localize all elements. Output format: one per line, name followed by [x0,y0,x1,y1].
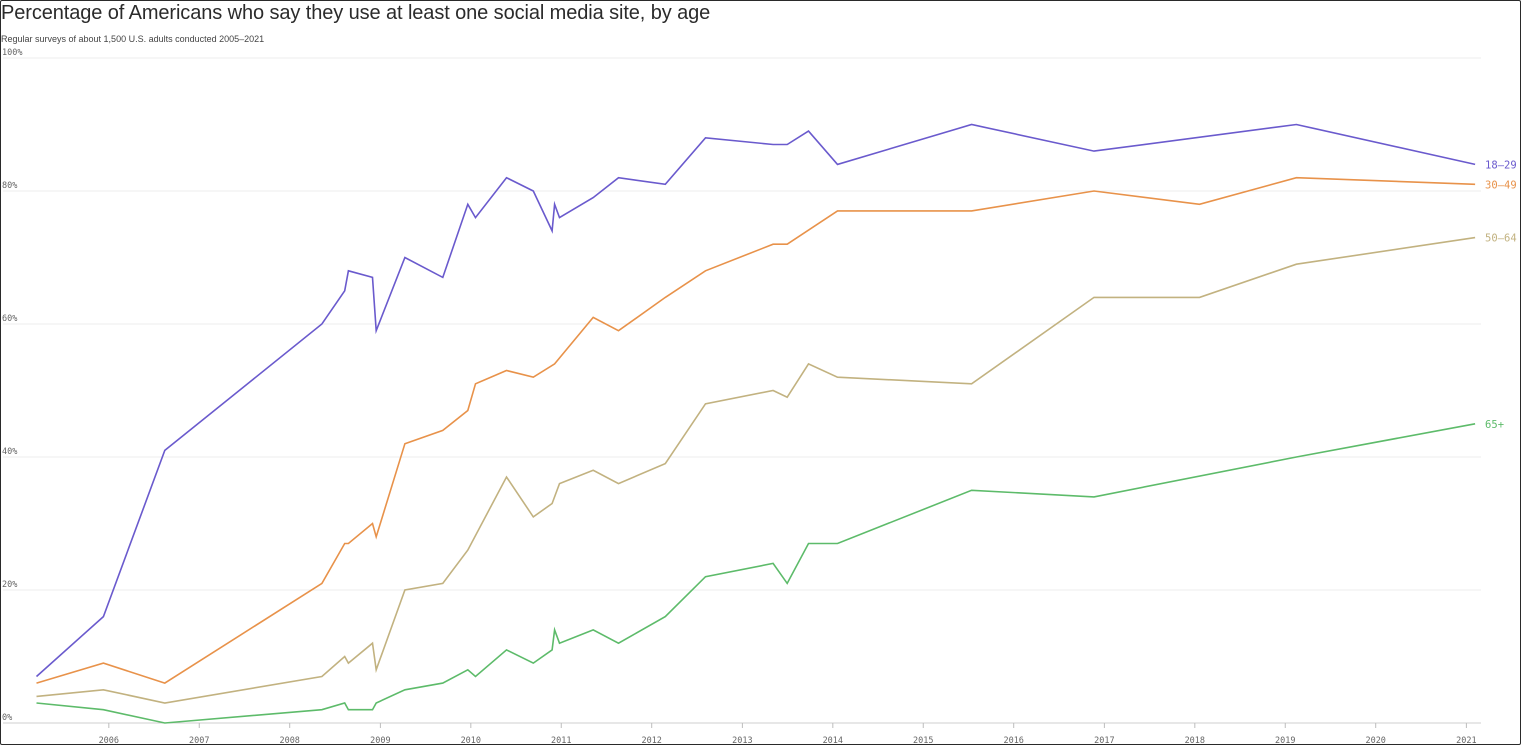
series-label: 65+ [1485,419,1504,431]
x-tick-label: 2010 [461,736,481,746]
x-tick-label: 2009 [370,736,390,746]
x-tick-label: 2017 [1094,736,1114,746]
x-tick-label: 2008 [279,736,299,746]
x-axis: 2006 2007 2008 2009 2010 2011 2012 2013 2014 2015… [99,723,1477,746]
series-labels: 18–29 30–49 50–64 65+ [1485,159,1517,430]
x-tick-label: 2014 [823,736,843,746]
x-tick-label: 2007 [189,736,209,746]
series-line [36,176,1476,684]
series-line [36,236,1476,704]
y-tick-label: 60% [2,314,17,324]
y-tick-label: 20% [2,580,17,590]
x-tick-label: 2018 [1185,736,1205,746]
x-tick-label: 2011 [551,736,571,746]
series-line [35,123,1476,678]
x-tick-label: 2019 [1275,736,1295,746]
series-label: 30–49 [1485,179,1517,191]
chart-subtitle: Regular surveys of about 1,500 U.S. adul… [1,34,265,44]
x-tick-label: 2015 [913,736,933,746]
x-tick-label: 2021 [1456,736,1476,746]
series-line [36,423,1476,724]
series-label: 50–64 [1485,233,1517,245]
x-tick-label: 2006 [99,736,119,746]
gridlines [3,57,1481,724]
y-tick-label: 100% [2,48,22,58]
x-tick-label: 2016 [1003,736,1023,746]
y-axis: 0% 20% 40% 60% 80% 100% [2,48,22,723]
y-tick-label: 0% [2,713,12,723]
y-tick-label: 40% [2,447,17,457]
series-lines [35,123,1476,724]
x-tick-label: 2012 [641,736,661,746]
series-label: 18–29 [1485,159,1517,171]
x-tick-label: 2013 [732,736,752,746]
chart-title: Percentage of Americans who say they use… [1,2,711,24]
y-tick-label: 80% [2,181,17,191]
x-tick-label: 2020 [1365,736,1385,746]
